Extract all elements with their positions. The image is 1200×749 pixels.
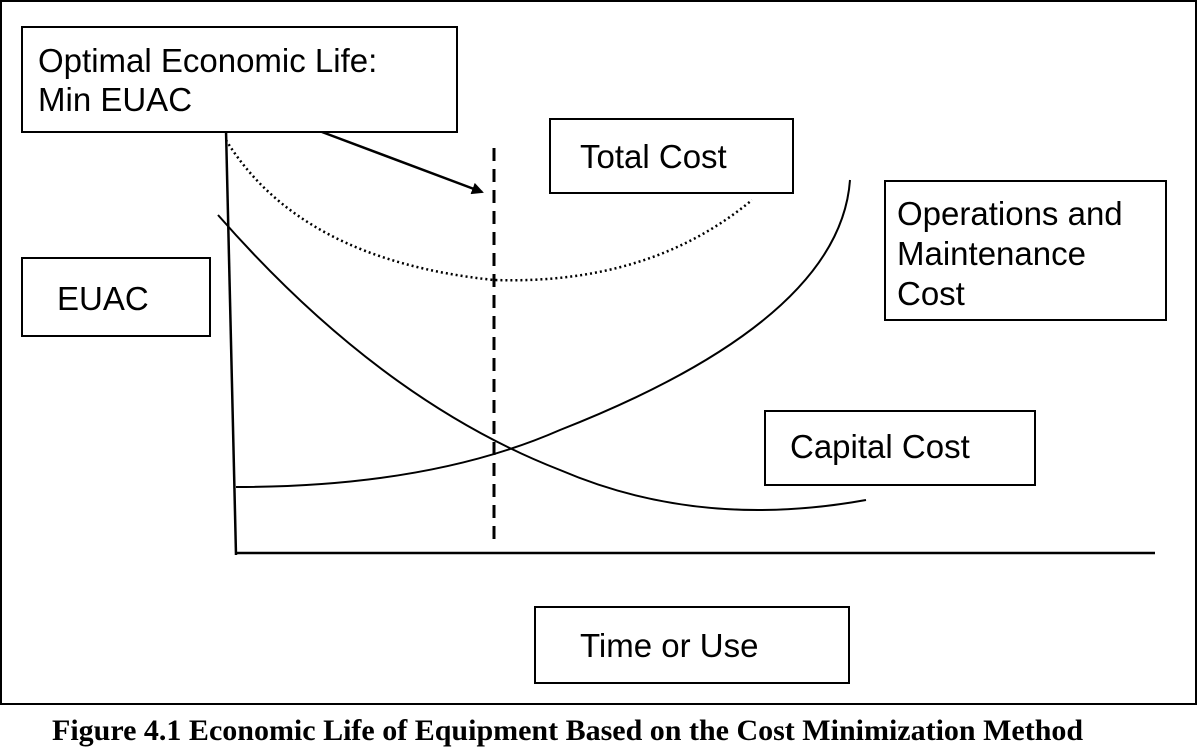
- capital-cost-curve: [217, 214, 867, 511]
- om-cost-curve: [235, 179, 851, 488]
- caption: Figure 4.1 Economic Life of Equipment Ba…: [52, 714, 1083, 747]
- y-axis-label: EUAC: [57, 280, 149, 317]
- x-axis-label: Time or Use: [580, 627, 758, 664]
- om-cost-box: [884, 180, 1167, 321]
- om-cost-label: Operations and Maintenance Cost: [897, 195, 1132, 312]
- capital-cost-label: Capital Cost: [790, 428, 970, 465]
- capital-cost-box: [764, 410, 1036, 486]
- y-axis-box: [21, 257, 211, 337]
- optimal-label-line: Optimal Economic Life:: [38, 42, 377, 79]
- frame: [0, 0, 1197, 705]
- total-cost-label: Total Cost: [580, 138, 727, 175]
- optimal-label: Optimal Economic Life: Min EUAC: [38, 42, 386, 118]
- optimal-label-line: Min EUAC: [38, 81, 192, 118]
- optimal-box: [21, 26, 458, 133]
- om-cost-label-line: Operations and: [897, 195, 1123, 232]
- x-axis-box: [534, 606, 850, 684]
- arrow: [321, 130, 484, 195]
- om-cost-label-line: Cost: [897, 275, 965, 312]
- total-cost-box: [549, 118, 794, 194]
- om-cost-label-line: Maintenance: [897, 235, 1086, 272]
- y-axis: [224, 129, 238, 556]
